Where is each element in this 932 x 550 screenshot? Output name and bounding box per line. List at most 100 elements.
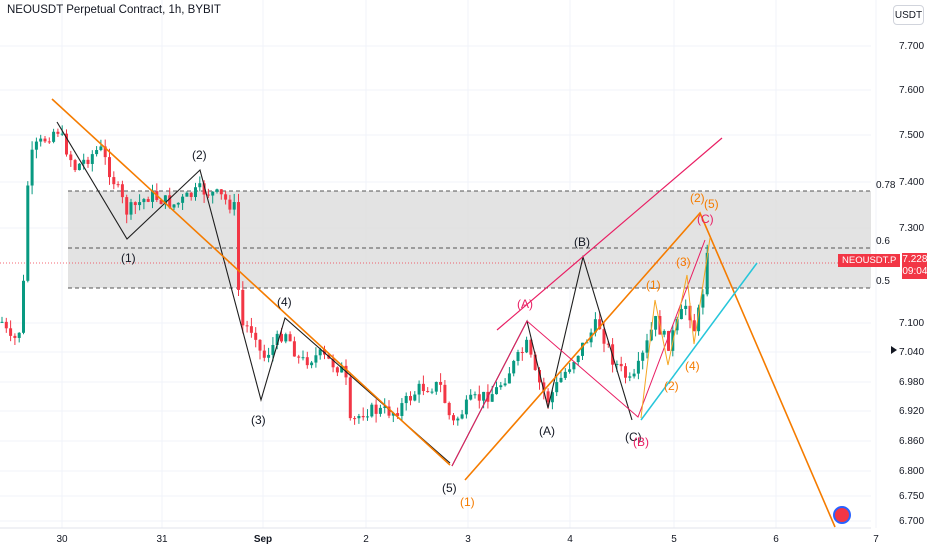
candle-body [241,289,245,326]
candle-body [404,395,408,404]
candle-body [249,326,253,333]
candle-body [86,159,90,164]
x-tick-label: 2 [363,534,369,545]
label-orange-5-top: (5) [704,197,719,211]
fib-axis-labels: 0.78 0.6 0.5 [876,180,896,287]
price-tag-box: 7.228 09:04 [902,253,928,279]
candle-body [215,189,219,192]
fib-label-06: 0.6 [876,236,890,247]
candle-body [108,157,111,178]
label-black-2: (2) [192,148,207,162]
candle-body [619,363,623,367]
currency-button[interactable]: USDT [893,5,924,25]
label-orange-4-sub: (4) [685,359,700,373]
candle-body [168,195,172,208]
candle-body [606,343,610,345]
candle-body [421,383,425,392]
candle-body [529,339,533,355]
candle-body [499,385,503,388]
candle-body [267,354,271,358]
candle-body [275,333,279,345]
candle-body [211,191,215,196]
y-tick-label: 6.920 [899,406,924,417]
time-axis[interactable]: 30 31 Sep 2 3 4 5 6 7 [56,534,879,545]
candle-body [675,319,679,331]
candle-body [667,330,670,351]
candle-body [206,194,210,196]
candle-body [176,202,180,205]
y-tick-label: 7.100 [899,318,924,329]
candle-body [378,407,382,414]
candle-body [374,404,378,414]
y-tick-label: 7.300 [899,223,924,234]
candle-body [641,352,645,361]
candle-body [490,394,494,402]
x-tick-label: Sep [254,534,272,545]
candle-body [525,339,529,353]
candle-body [662,330,666,335]
candle-body [456,418,460,421]
candle-body [559,377,563,383]
candle-body [512,360,516,374]
fib-label-05: 0.5 [876,276,890,287]
candle-body [391,413,395,416]
candle-body [426,391,430,393]
candle-body [632,373,636,377]
x-tick-label: 5 [671,534,677,545]
candle-body [469,394,473,400]
candle-body [318,349,322,356]
candle-body [353,418,357,420]
price-tag-symbol: NEOUSDT.P [838,254,901,267]
candle-body [413,394,417,401]
candle-body [60,133,64,135]
wave-labels: (1) (2) (3) (4) (5) (A) (B) (C) (1) (1) … [121,148,719,509]
red-channel-line [496,137,723,331]
candle-body [464,399,468,415]
fib-zone [68,191,871,288]
candle-body [297,356,301,358]
label-black-3: (3) [251,413,266,427]
label-red-A: (A) [517,297,533,311]
y-tick-label: 7.700 [899,41,924,52]
scroll-marker-icon[interactable] [891,346,897,354]
candle-body [17,332,21,338]
candle-body [172,204,176,208]
price-tag: NEOUSDT.P 7.228 09:04 [838,253,928,281]
candle-body [9,328,13,336]
candle-body [202,183,206,195]
orange-downtrend-line [51,98,451,466]
candle-body [254,332,258,340]
candle-body [237,202,240,290]
candle-body [30,149,34,186]
candle-body [645,340,649,353]
candle-body [52,131,56,142]
candle-body [262,350,266,358]
label-black-B: (B) [574,235,590,249]
candle-body [305,357,309,366]
candle-body [396,413,400,416]
candle-body [323,349,326,355]
us-flag-icon[interactable] [833,506,851,524]
candle-body [13,335,17,338]
x-tick-label: 4 [567,534,573,545]
candle-body [409,395,412,401]
candle-body [310,362,314,366]
price-axis[interactable]: 7.700 7.600 7.500 7.400 7.300 7.100 7.040 6.980… [899,41,924,527]
candle-body [219,189,223,195]
candle-body [69,154,73,161]
candle-body [636,360,640,374]
candle-body [271,344,275,355]
candle-body [99,146,103,151]
candle-body [22,280,25,333]
candle-body [133,202,137,206]
price-tag-countdown: 09:04 [902,266,928,277]
label-red-B: (B) [633,435,649,449]
candle-body [288,334,292,342]
orange-wedge-channel [464,211,836,528]
candle-body [47,141,51,143]
candle-body [400,403,404,416]
candle-body [443,384,447,403]
candle-body [503,383,507,386]
candle-body [228,199,232,210]
